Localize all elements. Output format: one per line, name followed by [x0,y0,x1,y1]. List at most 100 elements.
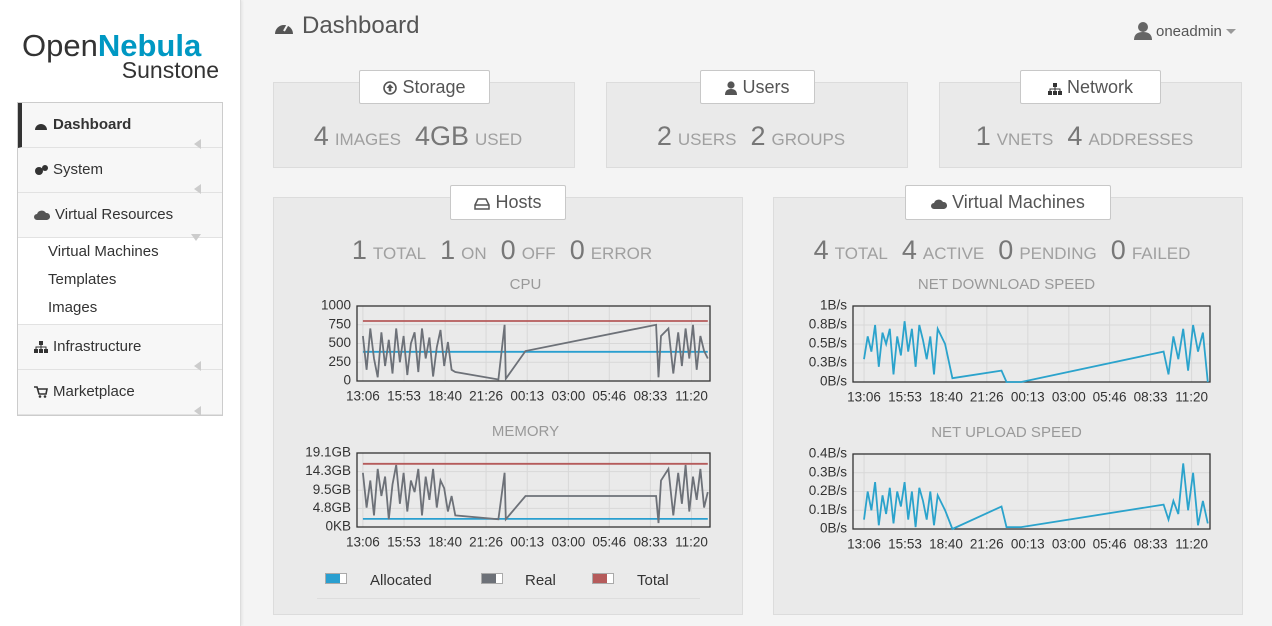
x-tick-label: 15:53 [888,390,922,405]
summary-button[interactable]: Network [1020,70,1161,104]
button-label: Virtual Machines [952,192,1085,212]
y-tick-label: 500 [328,335,351,350]
panel-button[interactable]: Hosts [450,185,566,220]
plot-frame [852,305,1211,383]
x-tick-label: 11:20 [1175,390,1208,405]
x-tick-label: 15:53 [387,535,421,550]
summary-stats: 1 VNETS 4 ADDRESSES [926,121,1229,152]
button-label: Storage [402,77,466,97]
menu-item[interactable]: Marketplace [18,370,222,416]
legend-label: Total [637,572,669,589]
x-tick-label: 18:40 [428,389,462,404]
legend-rule [317,598,700,599]
stat-label: IMAGES [334,130,401,149]
plot-frame [356,305,711,382]
chart-title: MEMORY [492,423,559,440]
y-tick-label: 1000 [321,298,351,313]
summary-stats: 2 USERS 2 GROUPS [593,121,895,152]
x-tick-label: 11:20 [675,389,708,404]
submenu-item[interactable]: Templates [18,266,222,294]
stat-value: 2 [750,121,766,151]
menu-arrow [194,388,206,432]
y-tick-label: 1B/s [820,298,847,313]
x-tick-label: 00:13 [510,389,544,404]
x-tick-label: 18:40 [929,390,963,405]
x-tick-label: 11:20 [1175,537,1208,552]
x-tick-label: 08:33 [633,389,667,404]
menu-item[interactable]: Dashboard [18,103,222,149]
stat-label: ACTIVE [922,244,985,263]
logo-text: Open [22,28,98,63]
panel-button[interactable]: Virtual Machines [905,185,1111,220]
x-tick-label: 03:00 [551,389,585,404]
stat-value: 1 [351,235,367,265]
y-tick-label: 250 [328,354,351,369]
user-icon [1134,22,1152,40]
menu-label: Marketplace [53,383,135,400]
stat-label: ADDRESSES [1088,130,1194,149]
x-tick-label: 18:40 [428,535,462,550]
summary-button[interactable]: Storage [359,70,490,104]
plot-frame [356,452,711,528]
logo-product: Sunstone [121,57,219,83]
summary-button[interactable]: Users [700,70,815,104]
caret[interactable] [1226,29,1236,35]
x-tick-label: 21:26 [970,537,1004,552]
y-tick-label: 0KB [325,519,351,534]
y-tick-label: 0B/s [820,374,847,389]
x-tick-label: 21:26 [469,389,503,404]
stat-value: 4 [1067,121,1083,151]
x-tick-label: 08:33 [633,535,667,550]
menu-item[interactable]: System [18,148,222,194]
x-tick-label: 05:46 [1093,537,1127,552]
legend-swatch [481,573,503,584]
menu-arrow [194,166,206,210]
button-label: Network [1066,77,1133,97]
stat-value: 2 [656,121,672,151]
menu-item[interactable]: Virtual Resources [18,193,222,241]
x-tick-label: 00:13 [1011,537,1045,552]
stat-value: 4 [901,235,917,265]
stat-label: TOTAL [834,244,888,263]
user-menu[interactable]: oneadmin [1156,23,1222,40]
x-tick-label: 03:00 [1052,390,1086,405]
menu-label: Dashboard [53,116,132,133]
series-line [863,463,1209,531]
y-tick-label: 0B/s [820,521,847,536]
submenu-item[interactable]: Virtual Machines [18,238,222,266]
stat-label: GROUPS [771,130,846,149]
stat-value: 4 [313,121,329,151]
x-tick-label: 08:33 [1134,537,1168,552]
x-tick-label: 15:53 [888,537,922,552]
x-tick-label: 11:20 [675,535,708,550]
x-tick-label: 03:00 [1052,537,1086,552]
y-tick-label: 0.3B/s [809,464,848,479]
stat-label: ON [461,244,487,263]
y-tick-label: 0.4B/s [809,446,848,461]
y-tick-label: 750 [328,316,351,331]
x-tick-label: 05:46 [592,389,626,404]
menu-item[interactable]: Infrastructure [18,325,222,371]
series-line [362,323,709,382]
menu-label: Virtual Resources [55,206,174,223]
menu-arrow [194,121,206,165]
panel-box: 1 TOTAL 1 ON 0 OFF 0 ERROR [273,197,743,615]
y-tick-label: 19.1GB [305,445,351,460]
stat-value: 1 [440,235,456,265]
submenu-item[interactable]: Images [18,294,222,322]
button-label: Hosts [495,192,542,212]
legend-swatch [592,573,614,584]
x-tick-label: 00:13 [1011,390,1045,405]
stat-label: OFF [521,244,556,263]
series-line [863,321,1209,383]
stat-label: ERROR [590,244,653,263]
menu-label: System [53,161,104,178]
stat-label: USERS [677,130,737,149]
logo[interactable]: OpenNebula [22,28,201,64]
dashboard-icon [275,23,293,34]
panel-box: 4 TOTAL 4 ACTIVE 0 PENDING 0 FAILED [773,197,1243,615]
chart-title: NET UPLOAD SPEED [931,424,1082,441]
stat-value: 4GB [414,121,469,151]
x-tick-label: 13:06 [847,390,881,405]
